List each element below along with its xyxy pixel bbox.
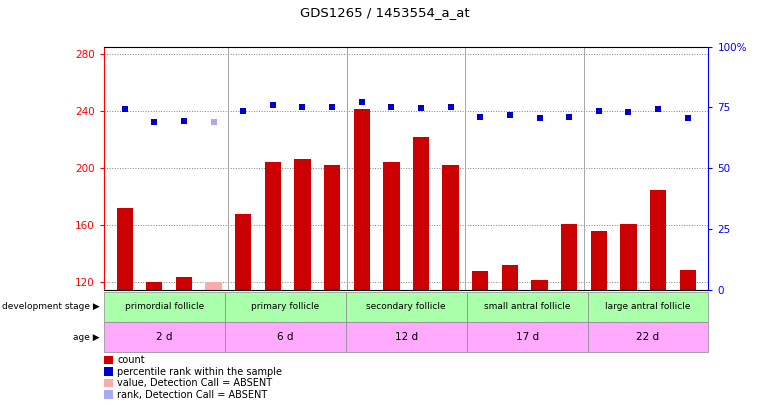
Bar	[104, 390, 113, 399]
Text: value, Detection Call = ABSENT: value, Detection Call = ABSENT	[118, 379, 273, 388]
Bar	[588, 322, 708, 352]
Bar	[383, 162, 400, 290]
Text: age ▶: age ▶	[73, 333, 100, 342]
Bar	[206, 282, 222, 290]
Bar	[104, 322, 225, 352]
Text: GDS1265 / 1453554_a_at: GDS1265 / 1453554_a_at	[300, 6, 470, 19]
Bar	[467, 322, 588, 352]
Bar	[225, 322, 346, 352]
Bar	[346, 322, 467, 352]
Bar	[116, 208, 133, 290]
Bar	[104, 379, 113, 387]
Text: secondary follicle: secondary follicle	[367, 302, 446, 311]
Text: development stage ▶: development stage ▶	[2, 302, 100, 311]
Bar	[502, 265, 518, 290]
Text: 17 d: 17 d	[515, 332, 539, 342]
Bar	[679, 270, 696, 290]
Bar	[443, 165, 459, 290]
Bar	[146, 282, 162, 290]
Bar	[531, 279, 547, 290]
Bar	[346, 292, 467, 322]
Text: count: count	[118, 355, 145, 365]
Text: 22 d: 22 d	[636, 332, 660, 342]
Bar	[176, 277, 192, 290]
Text: 2 d: 2 d	[156, 332, 172, 342]
Text: 12 d: 12 d	[394, 332, 418, 342]
Bar	[472, 271, 488, 290]
Text: 6 d: 6 d	[277, 332, 293, 342]
Bar	[294, 160, 310, 290]
Bar	[225, 292, 346, 322]
Text: primordial follicle: primordial follicle	[125, 302, 204, 311]
Text: primary follicle: primary follicle	[251, 302, 320, 311]
Bar	[413, 136, 429, 290]
Bar	[235, 214, 251, 290]
Bar	[353, 109, 370, 290]
Bar	[588, 292, 708, 322]
Bar	[621, 224, 637, 290]
Bar	[104, 292, 225, 322]
Bar	[104, 367, 113, 375]
Text: percentile rank within the sample: percentile rank within the sample	[118, 367, 283, 377]
Bar	[265, 162, 281, 290]
Text: small antral follicle: small antral follicle	[484, 302, 571, 311]
Bar	[324, 165, 340, 290]
Text: large antral follicle: large antral follicle	[605, 302, 691, 311]
Bar	[467, 292, 588, 322]
Bar	[104, 356, 113, 364]
Bar	[591, 231, 607, 290]
Bar	[650, 190, 666, 290]
Text: rank, Detection Call = ABSENT: rank, Detection Call = ABSENT	[118, 390, 268, 400]
Bar	[561, 224, 578, 290]
